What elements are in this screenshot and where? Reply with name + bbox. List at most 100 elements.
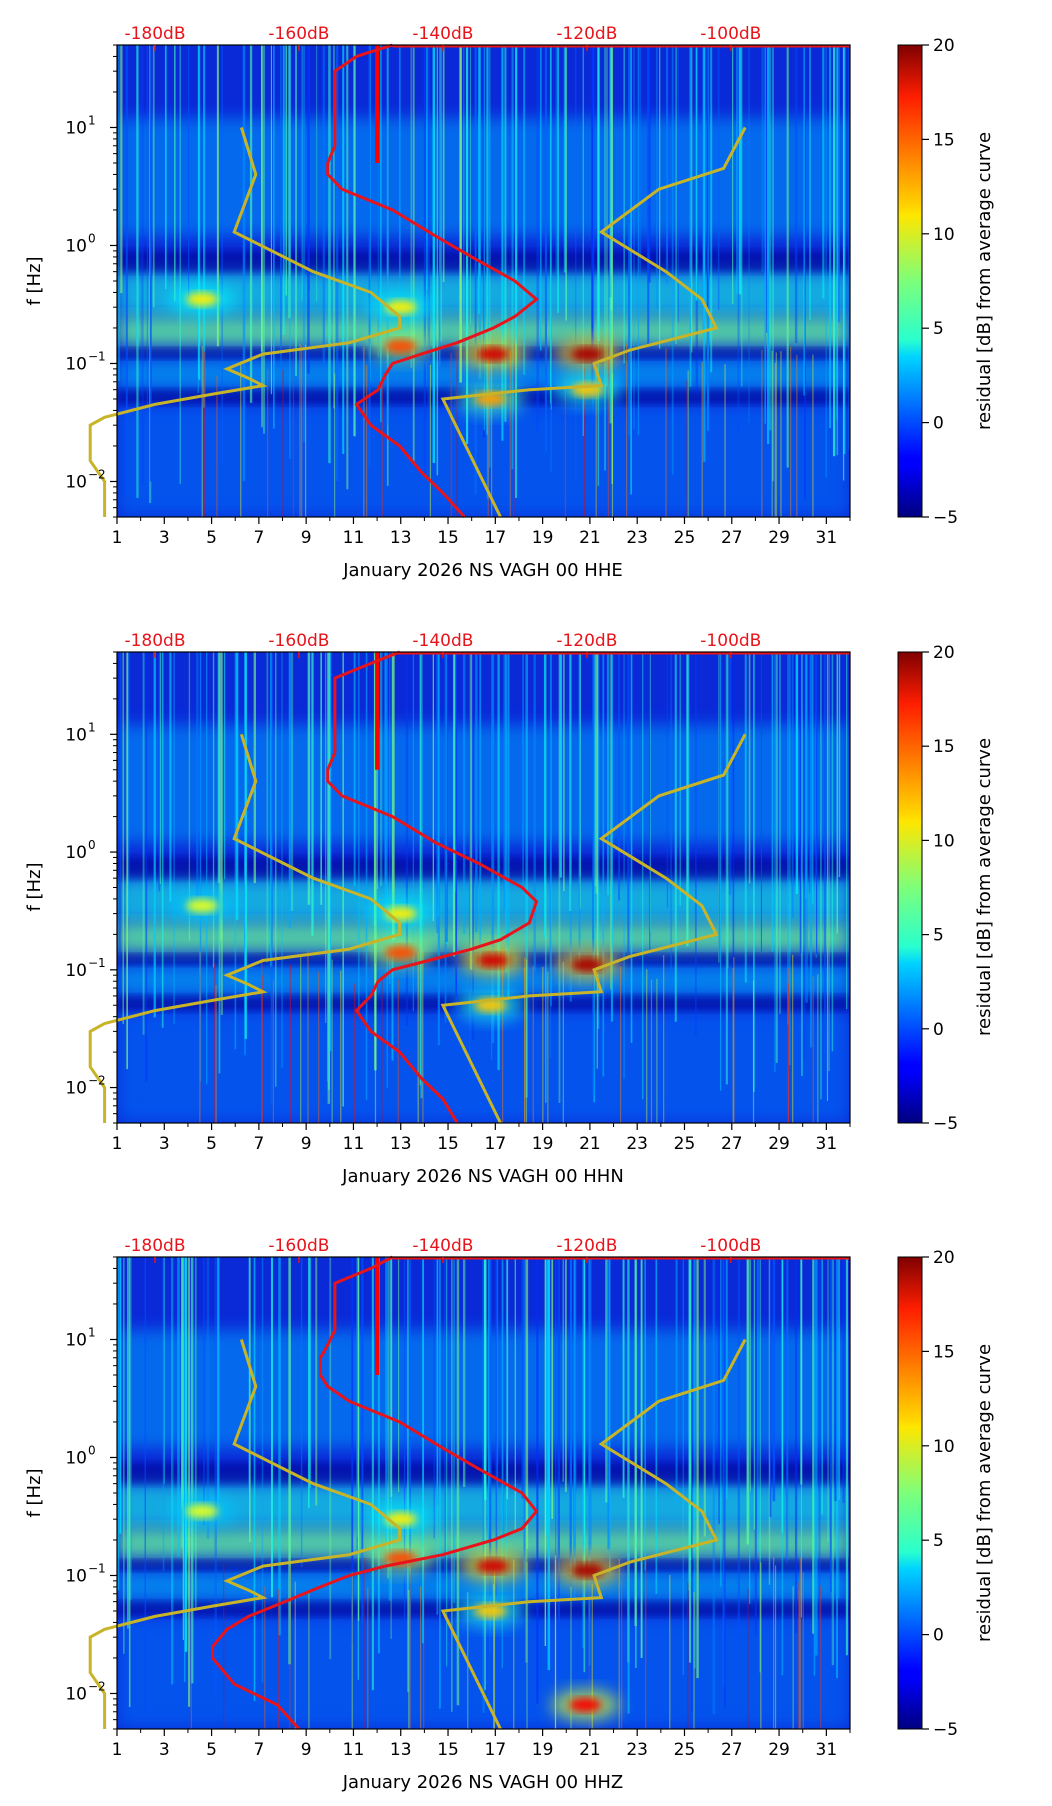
transient-streak bbox=[582, 45, 584, 436]
event-spike bbox=[663, 955, 665, 1123]
transient-streak bbox=[826, 652, 829, 1101]
transient-streak bbox=[563, 45, 566, 273]
event-spike bbox=[278, 1589, 280, 1729]
transient-streak bbox=[466, 45, 469, 444]
transient-streak bbox=[795, 652, 799, 894]
transient-streak bbox=[422, 1257, 424, 1644]
event-spike bbox=[308, 1591, 310, 1729]
transient-streak bbox=[749, 1257, 752, 1492]
top-ticks-hhe: -180dB -160dB -140dB -120dB -100dB bbox=[124, 24, 761, 51]
transient-streak bbox=[308, 1257, 310, 1508]
transient-streak bbox=[455, 652, 458, 1015]
transient-streak bbox=[469, 45, 471, 324]
transient-streak bbox=[573, 1257, 576, 1601]
event-spike bbox=[687, 1582, 689, 1729]
transient-streak bbox=[206, 652, 208, 1085]
transient-streak bbox=[816, 652, 818, 955]
transient-streak bbox=[771, 652, 774, 952]
event-spike bbox=[264, 1586, 266, 1729]
transient-streak bbox=[724, 1257, 726, 1708]
transient-streak bbox=[768, 1257, 771, 1585]
transient-streak bbox=[608, 1257, 611, 1574]
transient-streak bbox=[419, 652, 421, 1086]
transient-streak bbox=[794, 45, 798, 344]
top-tick-label: -180dB bbox=[124, 1236, 185, 1256]
transient-streak bbox=[216, 45, 219, 347]
transient-streak bbox=[125, 45, 128, 496]
transient-streak bbox=[588, 1257, 591, 1666]
top-tick-label: -120dB bbox=[556, 1236, 617, 1256]
transient-streak bbox=[559, 652, 563, 878]
transient-streak bbox=[439, 45, 442, 342]
event-spike bbox=[554, 1559, 557, 1729]
transient-streak bbox=[846, 652, 848, 1010]
colorbar-ticks-hhz: 20 15 10 5 0 −5 bbox=[922, 1248, 958, 1740]
event-spike bbox=[665, 348, 667, 517]
transient-streak bbox=[389, 1257, 393, 1498]
transient-streak bbox=[834, 1257, 837, 1502]
transient-streak bbox=[753, 1257, 755, 1530]
transient-streak bbox=[718, 652, 721, 960]
transient-streak bbox=[813, 1257, 816, 1676]
transient-streak bbox=[627, 652, 630, 954]
x-axis-label-hhz: January 2026 NS VAGH 00 HHZ bbox=[342, 1772, 624, 1793]
y-tick-label: 10 bbox=[65, 1079, 87, 1099]
transient-streak bbox=[694, 652, 697, 1037]
transient-streak bbox=[761, 45, 764, 272]
transient-streak bbox=[610, 652, 612, 990]
event-spike bbox=[292, 343, 295, 517]
x-tick-label: 25 bbox=[674, 1740, 696, 1760]
transient-streak bbox=[774, 652, 776, 1073]
x-tick-label: 13 bbox=[390, 528, 412, 548]
transient-streak bbox=[786, 1257, 789, 1561]
transient-streak bbox=[832, 45, 836, 457]
event-spike bbox=[542, 966, 544, 1123]
transient-streak bbox=[706, 45, 709, 314]
event-spike bbox=[752, 980, 755, 1123]
top-tick-label: -160dB bbox=[268, 24, 329, 44]
top-tick-label: -180dB bbox=[124, 24, 185, 44]
transient-streak bbox=[452, 652, 456, 957]
transient-streak bbox=[307, 45, 310, 374]
transient-streak bbox=[328, 45, 331, 464]
event-spike bbox=[796, 354, 798, 517]
transient-streak bbox=[686, 652, 689, 947]
transient-streak bbox=[483, 45, 485, 431]
transient-streak bbox=[351, 1257, 354, 1644]
transient-streak bbox=[831, 1257, 835, 1666]
event-spike bbox=[607, 356, 609, 517]
event-spike bbox=[646, 969, 648, 1123]
x-ticks-hhz: 1 3 5 7 9 11 13 15 17 19 21 23 25 27 29 31 bbox=[112, 1729, 851, 1760]
x-tick-label: 29 bbox=[768, 1740, 790, 1760]
average-psd-curve bbox=[326, 650, 539, 1124]
transient-streak bbox=[805, 652, 808, 1003]
x-tick-label: 7 bbox=[253, 1740, 264, 1760]
event-spike bbox=[363, 1557, 365, 1729]
event-spike bbox=[299, 343, 301, 517]
transient-streak bbox=[569, 652, 572, 912]
transient-streak bbox=[282, 45, 285, 336]
transient-streak bbox=[511, 45, 514, 470]
event-spike bbox=[799, 1557, 801, 1729]
transient-streak bbox=[712, 1257, 716, 1715]
event-spike bbox=[409, 1567, 411, 1729]
transient-streak bbox=[521, 1257, 524, 1499]
transient-streak bbox=[436, 1257, 439, 1506]
transient-streak bbox=[398, 45, 401, 295]
transient-streak bbox=[533, 652, 536, 972]
transient-streak bbox=[501, 1257, 503, 1669]
event-spike bbox=[334, 373, 336, 517]
transient-streak bbox=[307, 652, 311, 905]
event-spike bbox=[619, 966, 622, 1123]
persistent-band bbox=[375, 652, 380, 770]
event-spike bbox=[456, 350, 458, 517]
transient-streak bbox=[181, 1257, 183, 1509]
transient-streak bbox=[605, 1257, 608, 1503]
average-psd-curve bbox=[211, 1255, 539, 1731]
event-spike bbox=[524, 957, 526, 1123]
transient-streak bbox=[463, 45, 465, 319]
transient-streak bbox=[610, 652, 614, 1022]
transient-streak bbox=[224, 652, 226, 880]
transient-streak bbox=[674, 652, 677, 1022]
